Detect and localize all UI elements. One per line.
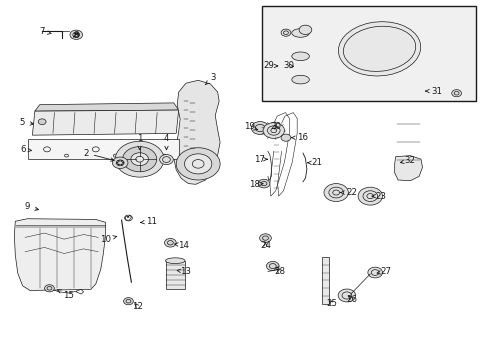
- Text: 12: 12: [131, 302, 142, 311]
- Circle shape: [121, 164, 122, 165]
- Circle shape: [266, 261, 279, 271]
- Text: 27: 27: [376, 267, 390, 276]
- Text: 3: 3: [205, 73, 215, 85]
- Circle shape: [121, 160, 122, 162]
- Text: 11: 11: [141, 217, 157, 226]
- Circle shape: [263, 123, 284, 138]
- Circle shape: [258, 179, 269, 188]
- Text: 2: 2: [83, 149, 114, 161]
- Circle shape: [259, 234, 271, 242]
- Ellipse shape: [291, 75, 309, 84]
- Circle shape: [164, 238, 176, 247]
- Text: 31: 31: [425, 86, 442, 95]
- Ellipse shape: [291, 29, 309, 37]
- Text: 7: 7: [40, 27, 51, 36]
- Circle shape: [44, 285, 54, 292]
- Text: 22: 22: [340, 188, 357, 197]
- Circle shape: [115, 141, 163, 177]
- Polygon shape: [173, 80, 220, 184]
- Circle shape: [77, 34, 79, 36]
- Circle shape: [112, 157, 128, 168]
- Text: 24: 24: [260, 241, 270, 250]
- Polygon shape: [394, 156, 422, 181]
- Circle shape: [38, 119, 46, 125]
- Ellipse shape: [291, 52, 309, 60]
- Circle shape: [337, 289, 355, 302]
- Text: 8: 8: [73, 31, 79, 40]
- Circle shape: [118, 160, 120, 162]
- Bar: [321, 257, 328, 304]
- Polygon shape: [35, 103, 178, 111]
- Circle shape: [74, 33, 76, 34]
- Text: 19: 19: [244, 122, 257, 131]
- Circle shape: [122, 147, 157, 172]
- Text: 15: 15: [58, 290, 74, 300]
- Text: 29: 29: [263, 62, 277, 71]
- Text: 20: 20: [270, 122, 281, 131]
- Circle shape: [184, 154, 211, 174]
- Bar: [261, 6, 475, 101]
- Circle shape: [118, 164, 120, 165]
- Text: 21: 21: [307, 158, 322, 167]
- Circle shape: [122, 162, 124, 163]
- Text: 32: 32: [400, 156, 415, 165]
- Text: 1: 1: [137, 134, 142, 150]
- Circle shape: [131, 153, 148, 166]
- Circle shape: [176, 148, 220, 180]
- Ellipse shape: [338, 22, 420, 76]
- Circle shape: [451, 90, 461, 97]
- Text: 4: 4: [163, 134, 169, 150]
- Circle shape: [70, 30, 82, 40]
- Text: 23: 23: [371, 192, 386, 201]
- Circle shape: [123, 298, 133, 305]
- Circle shape: [251, 122, 268, 134]
- Text: 6: 6: [20, 145, 31, 154]
- Text: 9: 9: [25, 202, 39, 211]
- Text: 26: 26: [346, 294, 357, 303]
- Circle shape: [367, 267, 382, 278]
- Circle shape: [299, 25, 311, 35]
- Circle shape: [159, 154, 173, 165]
- Polygon shape: [14, 219, 105, 291]
- Circle shape: [324, 184, 347, 202]
- Circle shape: [357, 187, 382, 205]
- Text: 17: 17: [253, 155, 267, 164]
- Text: 18: 18: [248, 180, 263, 189]
- Polygon shape: [32, 110, 178, 135]
- Circle shape: [281, 134, 290, 141]
- Ellipse shape: [165, 258, 184, 264]
- Text: 13: 13: [177, 267, 191, 276]
- Text: 5: 5: [20, 118, 34, 127]
- Text: 14: 14: [174, 241, 189, 250]
- Text: 16: 16: [291, 133, 308, 142]
- Text: 30: 30: [283, 62, 294, 71]
- Circle shape: [281, 29, 290, 36]
- Bar: [27, 139, 178, 159]
- Text: 28: 28: [274, 267, 285, 276]
- Circle shape: [116, 162, 118, 163]
- Bar: [165, 261, 184, 289]
- Text: 10: 10: [100, 235, 117, 244]
- Circle shape: [76, 33, 78, 34]
- Text: 25: 25: [326, 299, 337, 308]
